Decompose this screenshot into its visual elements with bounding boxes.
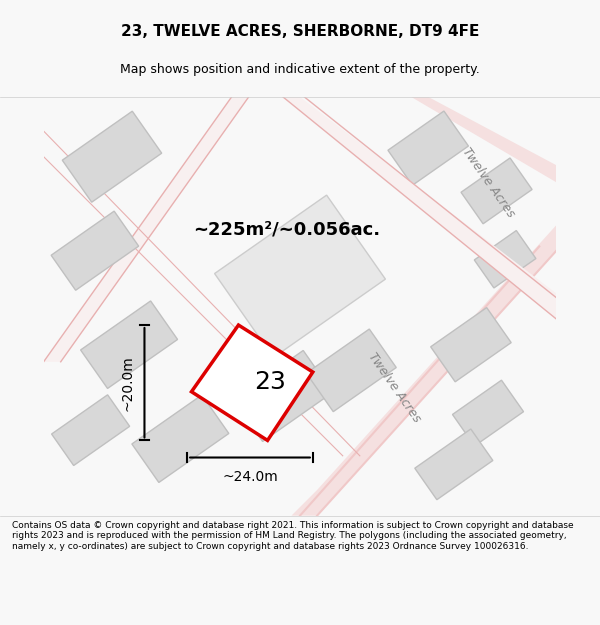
Text: Twelve Acres: Twelve Acres bbox=[459, 145, 517, 219]
Text: ~225m²/~0.056ac.: ~225m²/~0.056ac. bbox=[193, 221, 380, 238]
Text: 23, TWELVE ACRES, SHERBORNE, DT9 4FE: 23, TWELVE ACRES, SHERBORNE, DT9 4FE bbox=[121, 24, 479, 39]
Text: 23: 23 bbox=[254, 370, 286, 394]
Polygon shape bbox=[452, 380, 524, 446]
Polygon shape bbox=[51, 211, 139, 290]
Polygon shape bbox=[80, 301, 178, 389]
Text: ~24.0m: ~24.0m bbox=[222, 471, 278, 484]
Polygon shape bbox=[306, 329, 396, 412]
Polygon shape bbox=[461, 158, 532, 224]
Polygon shape bbox=[431, 308, 511, 382]
Polygon shape bbox=[283, 97, 556, 319]
Polygon shape bbox=[132, 395, 229, 482]
Text: ~20.0m: ~20.0m bbox=[120, 355, 134, 411]
Polygon shape bbox=[52, 395, 130, 466]
Polygon shape bbox=[292, 225, 556, 516]
Text: Twelve Acres: Twelve Acres bbox=[365, 350, 423, 425]
Text: Contains OS data © Crown copyright and database right 2021. This information is : Contains OS data © Crown copyright and d… bbox=[12, 521, 574, 551]
Polygon shape bbox=[44, 97, 249, 362]
Text: Map shows position and indicative extent of the property.: Map shows position and indicative extent… bbox=[120, 63, 480, 76]
Polygon shape bbox=[388, 111, 469, 185]
Polygon shape bbox=[415, 429, 493, 500]
Polygon shape bbox=[191, 325, 313, 441]
Polygon shape bbox=[233, 351, 332, 441]
Polygon shape bbox=[474, 231, 536, 288]
Polygon shape bbox=[62, 111, 161, 202]
Polygon shape bbox=[411, 97, 556, 182]
Polygon shape bbox=[215, 195, 385, 358]
